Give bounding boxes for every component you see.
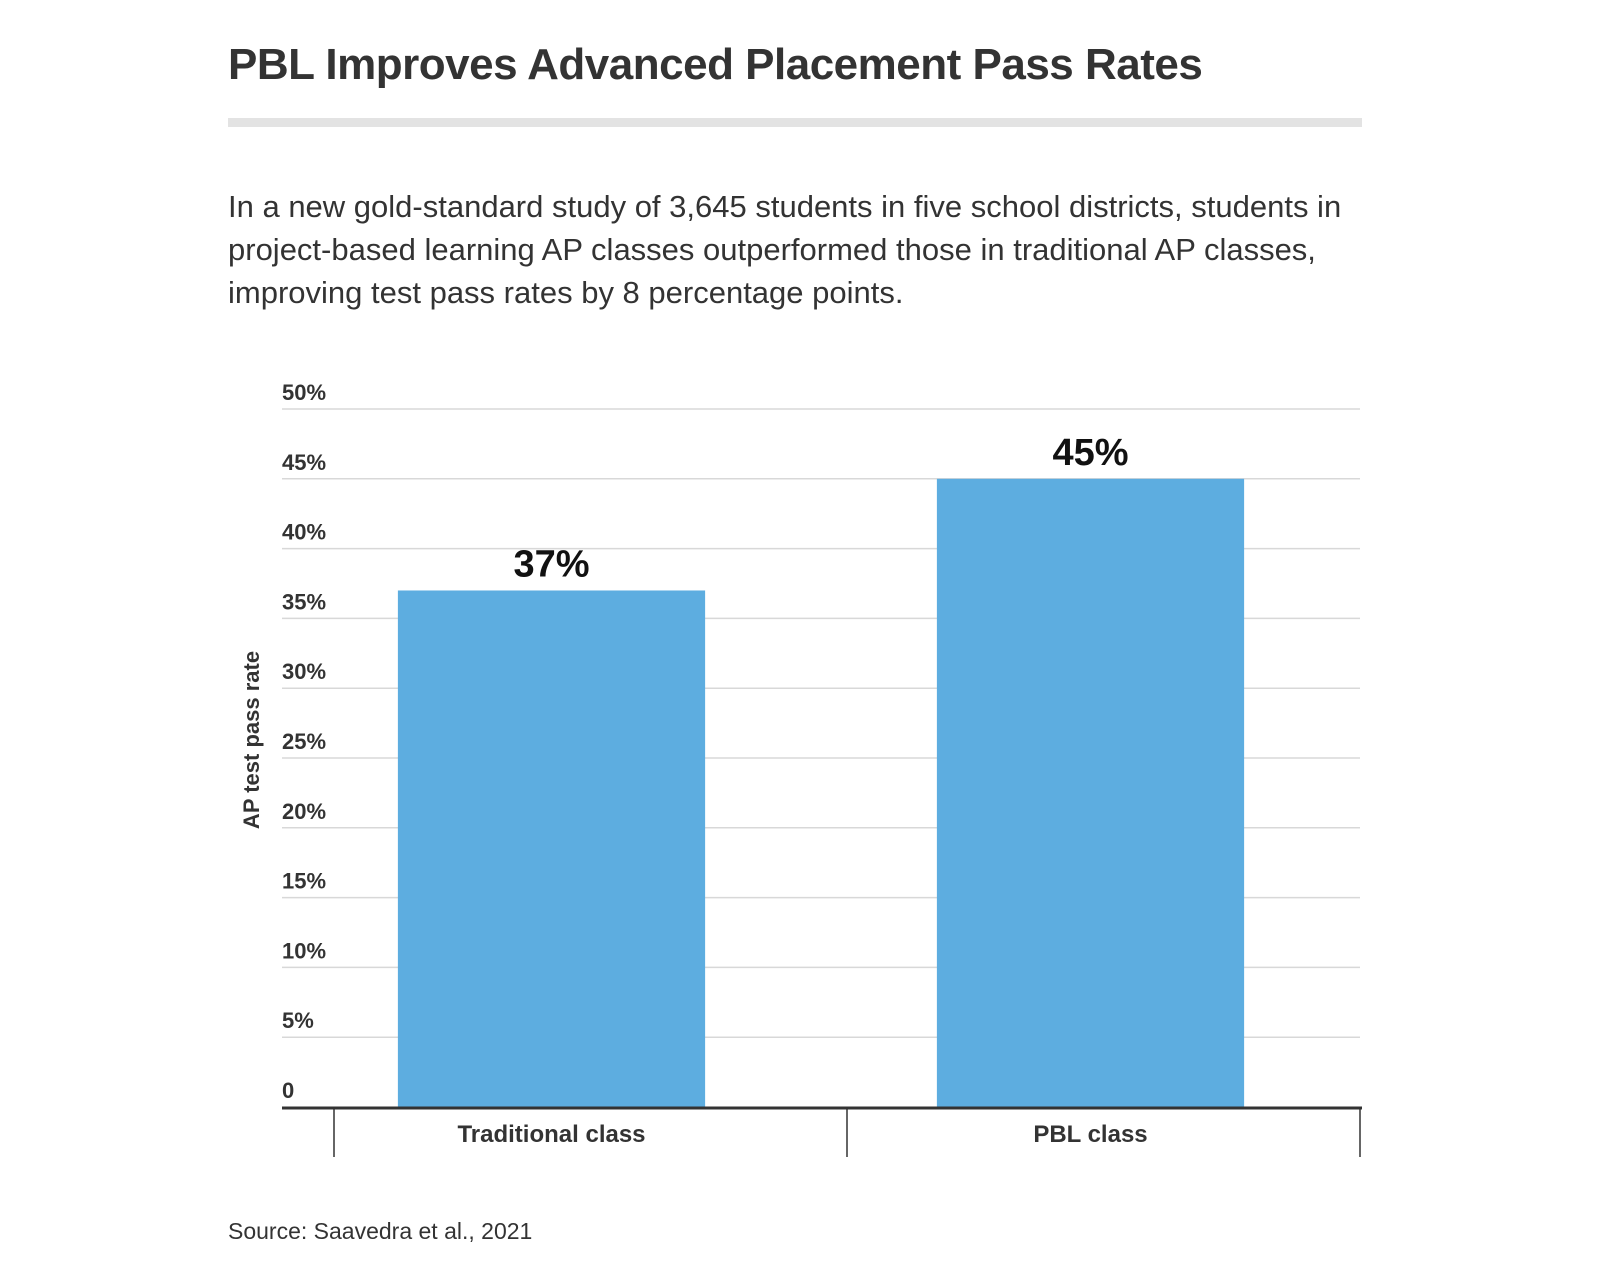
y-tick-label: 0 xyxy=(282,1078,294,1103)
bar xyxy=(397,590,706,1107)
bar-value-label: 45% xyxy=(1052,432,1128,474)
y-tick-label: 15% xyxy=(282,869,326,894)
bar xyxy=(936,478,1245,1107)
y-tick-label: 25% xyxy=(282,729,326,754)
source-note: Source: Saavedra et al., 2021 xyxy=(228,1218,533,1244)
x-category-label: Traditional class xyxy=(457,1121,645,1148)
title-divider xyxy=(228,118,1362,127)
y-tick-label: 45% xyxy=(282,450,326,475)
chart-title: PBL Improves Advanced Placement Pass Rat… xyxy=(228,40,1203,89)
y-tick-label: 30% xyxy=(282,659,326,684)
y-tick-label: 20% xyxy=(282,799,326,824)
y-tick-label: 50% xyxy=(282,380,326,405)
y-axis-ticks: 0 5% 10% 15% 20% 25% 30% 35% 40% 45% 50% xyxy=(282,380,326,1103)
y-axis-title: AP test pass rate xyxy=(239,651,264,829)
bar-chart: AP test pass rate 0 5% 10% 15% 20% 25% 30% 35% 4… xyxy=(239,380,1362,1157)
x-category-label: PBL class xyxy=(1033,1121,1147,1148)
bars xyxy=(397,478,1245,1107)
x-axis: Traditional class PBL class xyxy=(282,1106,1362,1157)
y-tick-label: 5% xyxy=(282,1008,314,1033)
y-tick-label: 40% xyxy=(282,520,326,545)
y-tick-label: 35% xyxy=(282,589,326,614)
chart-subtitle: In a new gold-standard study of 3,645 st… xyxy=(228,189,1342,310)
bar-value-label: 37% xyxy=(513,543,589,585)
y-tick-label: 10% xyxy=(282,938,326,963)
data-labels: 37% 45% xyxy=(513,432,1128,586)
